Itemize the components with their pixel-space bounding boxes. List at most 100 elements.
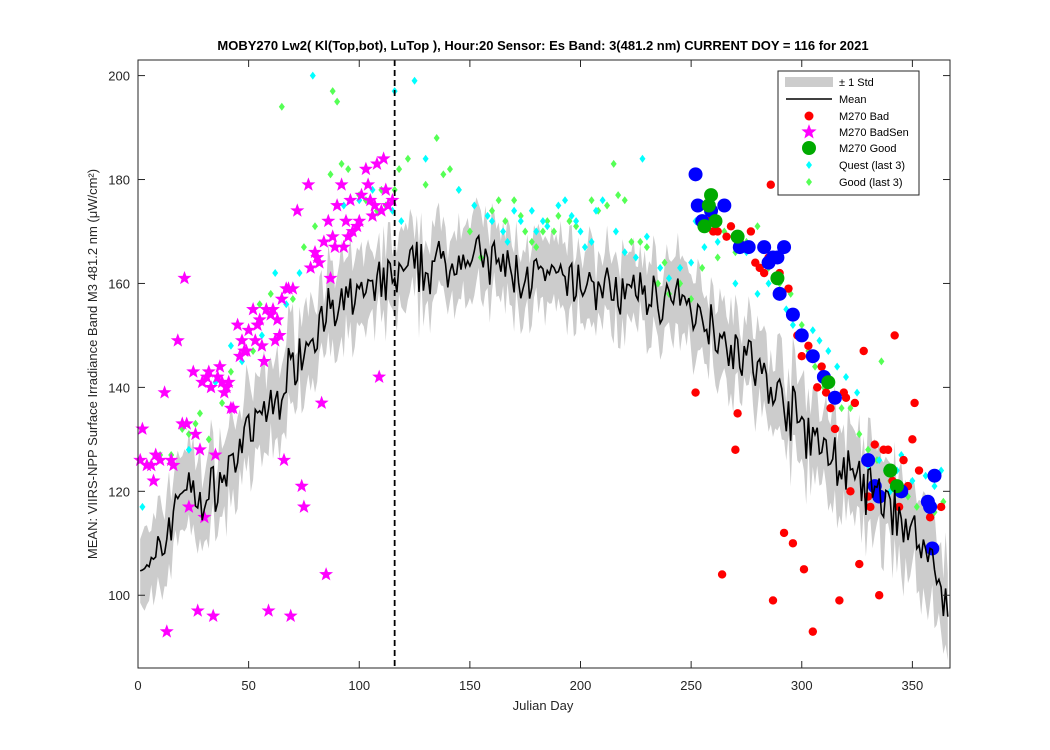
data-point-badsen <box>230 317 245 332</box>
data-point-quest <box>500 227 507 236</box>
data-point-quest <box>677 263 684 272</box>
data-point-badsen <box>325 229 340 243</box>
data-point-bad <box>788 539 798 548</box>
data-point-goodlast <box>495 196 502 205</box>
data-point-badsen <box>254 338 269 352</box>
data-point-bad <box>804 341 813 351</box>
data-point-goodlast <box>334 97 341 106</box>
data-point-quest <box>258 331 265 340</box>
data-point-good <box>730 229 745 244</box>
data-point-quest <box>539 217 546 226</box>
data-point-goodlast <box>300 243 307 252</box>
data-point-badsen <box>310 250 325 264</box>
data-point-quest <box>909 476 916 485</box>
data-point-blue <box>741 240 756 255</box>
data-point-goodlast <box>615 191 622 200</box>
data-point-badsen <box>321 213 336 228</box>
data-point-badsen <box>192 442 207 456</box>
data-point-quest <box>765 279 772 288</box>
y-tick-label: 100 <box>108 588 130 603</box>
data-point-badsen <box>352 213 367 228</box>
data-point-goodlast <box>643 243 650 252</box>
data-point-quest <box>544 222 551 231</box>
data-point-badsen <box>261 603 276 617</box>
data-point-quest <box>511 206 518 215</box>
data-point-badsen <box>212 359 227 373</box>
data-point-quest <box>528 206 535 215</box>
data-point-quest <box>732 279 739 288</box>
data-point-bad <box>910 398 919 408</box>
data-point-goodlast <box>192 419 199 428</box>
data-point-bad <box>797 352 806 361</box>
legend-good-label: M270 Good <box>839 143 896 155</box>
data-point-goodlast <box>267 289 274 298</box>
data-point-badsen <box>201 364 216 378</box>
data-point-goodlast <box>550 227 557 236</box>
data-point-goodlast <box>489 206 496 215</box>
x-tick-label: 50 <box>241 678 255 693</box>
data-point-goodlast <box>544 217 551 226</box>
data-point-bad <box>826 403 835 413</box>
data-point-goodlast <box>219 398 226 407</box>
data-point-bad <box>726 222 736 231</box>
data-point-badsen <box>270 312 285 326</box>
data-point-goodlast <box>528 237 535 246</box>
data-point-goodlast <box>798 321 805 330</box>
data-point-bad <box>859 346 868 356</box>
data-point-goodlast <box>604 201 611 210</box>
data-point-blue <box>805 349 820 364</box>
legend-quest-swatch <box>806 161 812 169</box>
data-point-quest <box>843 372 850 381</box>
data-point-badsen <box>378 182 393 196</box>
data-point-blue <box>688 167 703 182</box>
legend-std-swatch <box>785 77 833 87</box>
y-tick-label: 180 <box>108 173 130 188</box>
data-point-badsen <box>265 302 280 316</box>
data-point-quest <box>577 227 584 236</box>
data-point-bad <box>717 570 727 579</box>
data-point-quest <box>309 71 316 80</box>
data-point-badsen <box>376 151 391 165</box>
data-point-bad <box>883 445 893 454</box>
data-point-quest <box>922 471 929 480</box>
data-point-goodlast <box>573 222 580 231</box>
data-point-badsen <box>197 509 212 524</box>
data-point-badsen <box>146 473 161 487</box>
data-point-goodlast <box>278 102 285 111</box>
data-point-badsen <box>274 291 289 306</box>
data-point-badsen <box>179 416 194 430</box>
data-point-badsen <box>166 457 181 472</box>
data-point-bad <box>925 513 935 522</box>
data-point-goodlast <box>517 211 524 220</box>
legend-bad-label: M270 Bad <box>839 111 889 123</box>
data-point-badsen <box>290 203 305 217</box>
data-point-badsen <box>248 333 263 347</box>
data-point-blue <box>770 250 785 265</box>
data-point-quest <box>568 211 575 220</box>
data-point-badsen <box>144 457 159 472</box>
data-point-quest <box>592 206 599 215</box>
data-point-badsen <box>159 624 174 638</box>
x-axis: 0 50 100 150 200 250 300 350 <box>134 60 923 693</box>
data-point-quest <box>588 237 595 246</box>
data-point-badsen <box>190 603 205 617</box>
data-point-goodlast <box>533 243 540 252</box>
legend-goodlast-swatch <box>806 178 812 186</box>
data-point-badsen <box>133 452 148 467</box>
data-point-quest <box>484 211 491 220</box>
data-point-bad <box>855 559 864 569</box>
data-point-badsen <box>312 255 327 269</box>
plot-frame <box>137 59 951 669</box>
data-point-badsen <box>361 177 376 191</box>
std-band <box>140 197 948 661</box>
data-point-goodlast <box>338 159 345 168</box>
data-point-quest <box>562 196 569 205</box>
data-point-bad <box>722 232 731 241</box>
data-point-quest <box>931 482 938 491</box>
data-point-blue <box>777 240 792 255</box>
data-point-badsen <box>164 452 179 467</box>
data-point-bad <box>850 398 860 408</box>
data-point-bad <box>830 424 840 434</box>
data-point-goodlast <box>196 409 203 418</box>
